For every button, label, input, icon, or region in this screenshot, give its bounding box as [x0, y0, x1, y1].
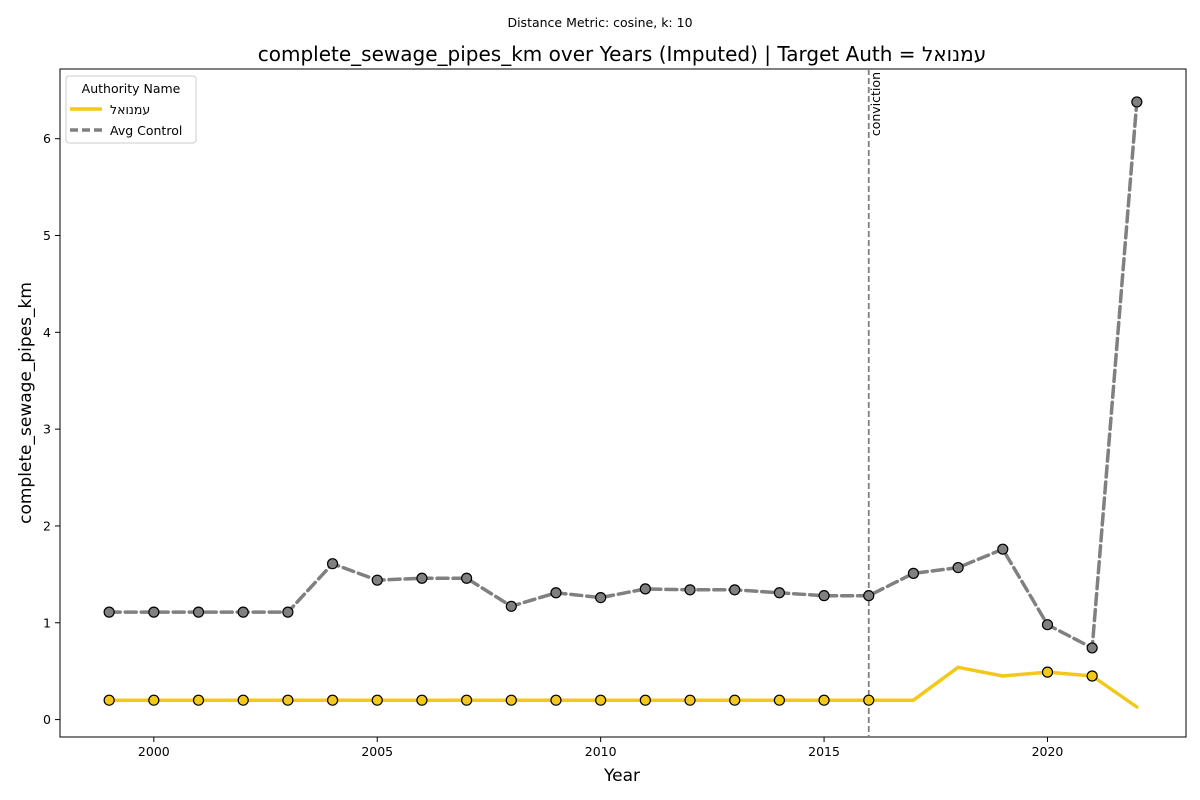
data-point-control: [148, 606, 160, 618]
y-axis-label: complete_sewage_pipes_km: [16, 282, 36, 524]
data-point-control: [192, 606, 205, 618]
series-line-target: [107, 665, 1139, 709]
data-point-control: [1086, 642, 1098, 654]
data-point-target: [371, 694, 383, 706]
data-point-target: [595, 694, 607, 706]
data-point-target: [326, 694, 339, 706]
data-point-control: [952, 561, 964, 574]
data-point-control: [550, 587, 562, 599]
data-point-control: [595, 591, 607, 604]
conviction-label: conviction: [868, 72, 883, 136]
axes-frame: [59, 68, 1187, 738]
y-tick-label: 5: [43, 228, 51, 243]
data-point-target: [282, 694, 294, 706]
x-tick-label: 2015: [808, 744, 840, 759]
y-tick-label: 0: [43, 712, 51, 727]
data-point-control: [505, 600, 517, 612]
data-point-control: [997, 543, 1009, 555]
data-point-control: [1041, 619, 1054, 631]
data-point-control: [326, 558, 339, 570]
series-line-control: [107, 100, 1139, 650]
legend: Authority Name עמנואל Avg Control: [65, 75, 197, 144]
data-point-target: [639, 694, 651, 706]
data-point-control: [684, 584, 696, 596]
data-point-target: [684, 694, 696, 706]
data-point-target: [416, 694, 428, 706]
x-tick-label: 2005: [361, 744, 393, 759]
data-point-control: [461, 572, 473, 584]
data-point-target: [729, 694, 741, 706]
y-tick-label: 2: [43, 518, 51, 533]
x-tick-label: 2020: [1032, 744, 1064, 759]
data-point-control: [639, 583, 651, 595]
data-point-control: [907, 567, 920, 579]
data-point-control: [773, 587, 785, 599]
data-point-target: [148, 694, 160, 706]
data-point-target: [505, 694, 517, 706]
legend-box: [65, 75, 197, 144]
y-tick-label: 1: [43, 615, 51, 630]
data-point-target: [773, 694, 785, 706]
data-point-control: [1131, 96, 1143, 108]
data-point-target: [1086, 670, 1098, 682]
y-tick-label: 4: [43, 325, 51, 340]
data-point-control: [282, 606, 294, 618]
data-point-target: [863, 694, 875, 706]
x-tick-label: 2000: [138, 744, 170, 759]
x-tick-label: 2010: [585, 744, 617, 759]
data-point-target: [1041, 666, 1054, 678]
x-axis-label: Year: [603, 766, 640, 786]
y-tick-label: 3: [43, 422, 51, 437]
plot-area: 2000 2005 2010 2015 2020 0 1 2 3 4 5 6 conviction: [43, 68, 1187, 759]
chart-suptitle: Distance Metric: cosine, k: 10: [507, 15, 692, 30]
data-point-control: [103, 606, 115, 618]
data-point-control: [416, 572, 428, 584]
data-point-target: [818, 694, 830, 706]
data-point-control: [818, 590, 830, 602]
legend-title: Authority Name: [82, 81, 181, 96]
data-point-target: [237, 694, 249, 706]
data-point-control: [371, 574, 383, 586]
chart-title: complete_sewage_pipes_km over Years (Imp…: [258, 42, 986, 66]
y-tick-label: 6: [43, 131, 51, 146]
data-point-target: [192, 694, 205, 706]
data-point-target: [550, 694, 562, 706]
legend-label-target: עמנואל: [110, 102, 150, 117]
data-point-control: [863, 590, 875, 602]
data-point-target: [103, 694, 115, 706]
data-point-control: [237, 606, 249, 618]
data-point-target: [461, 694, 473, 706]
data-point-control: [729, 584, 741, 596]
legend-label-control: Avg Control: [110, 123, 182, 138]
